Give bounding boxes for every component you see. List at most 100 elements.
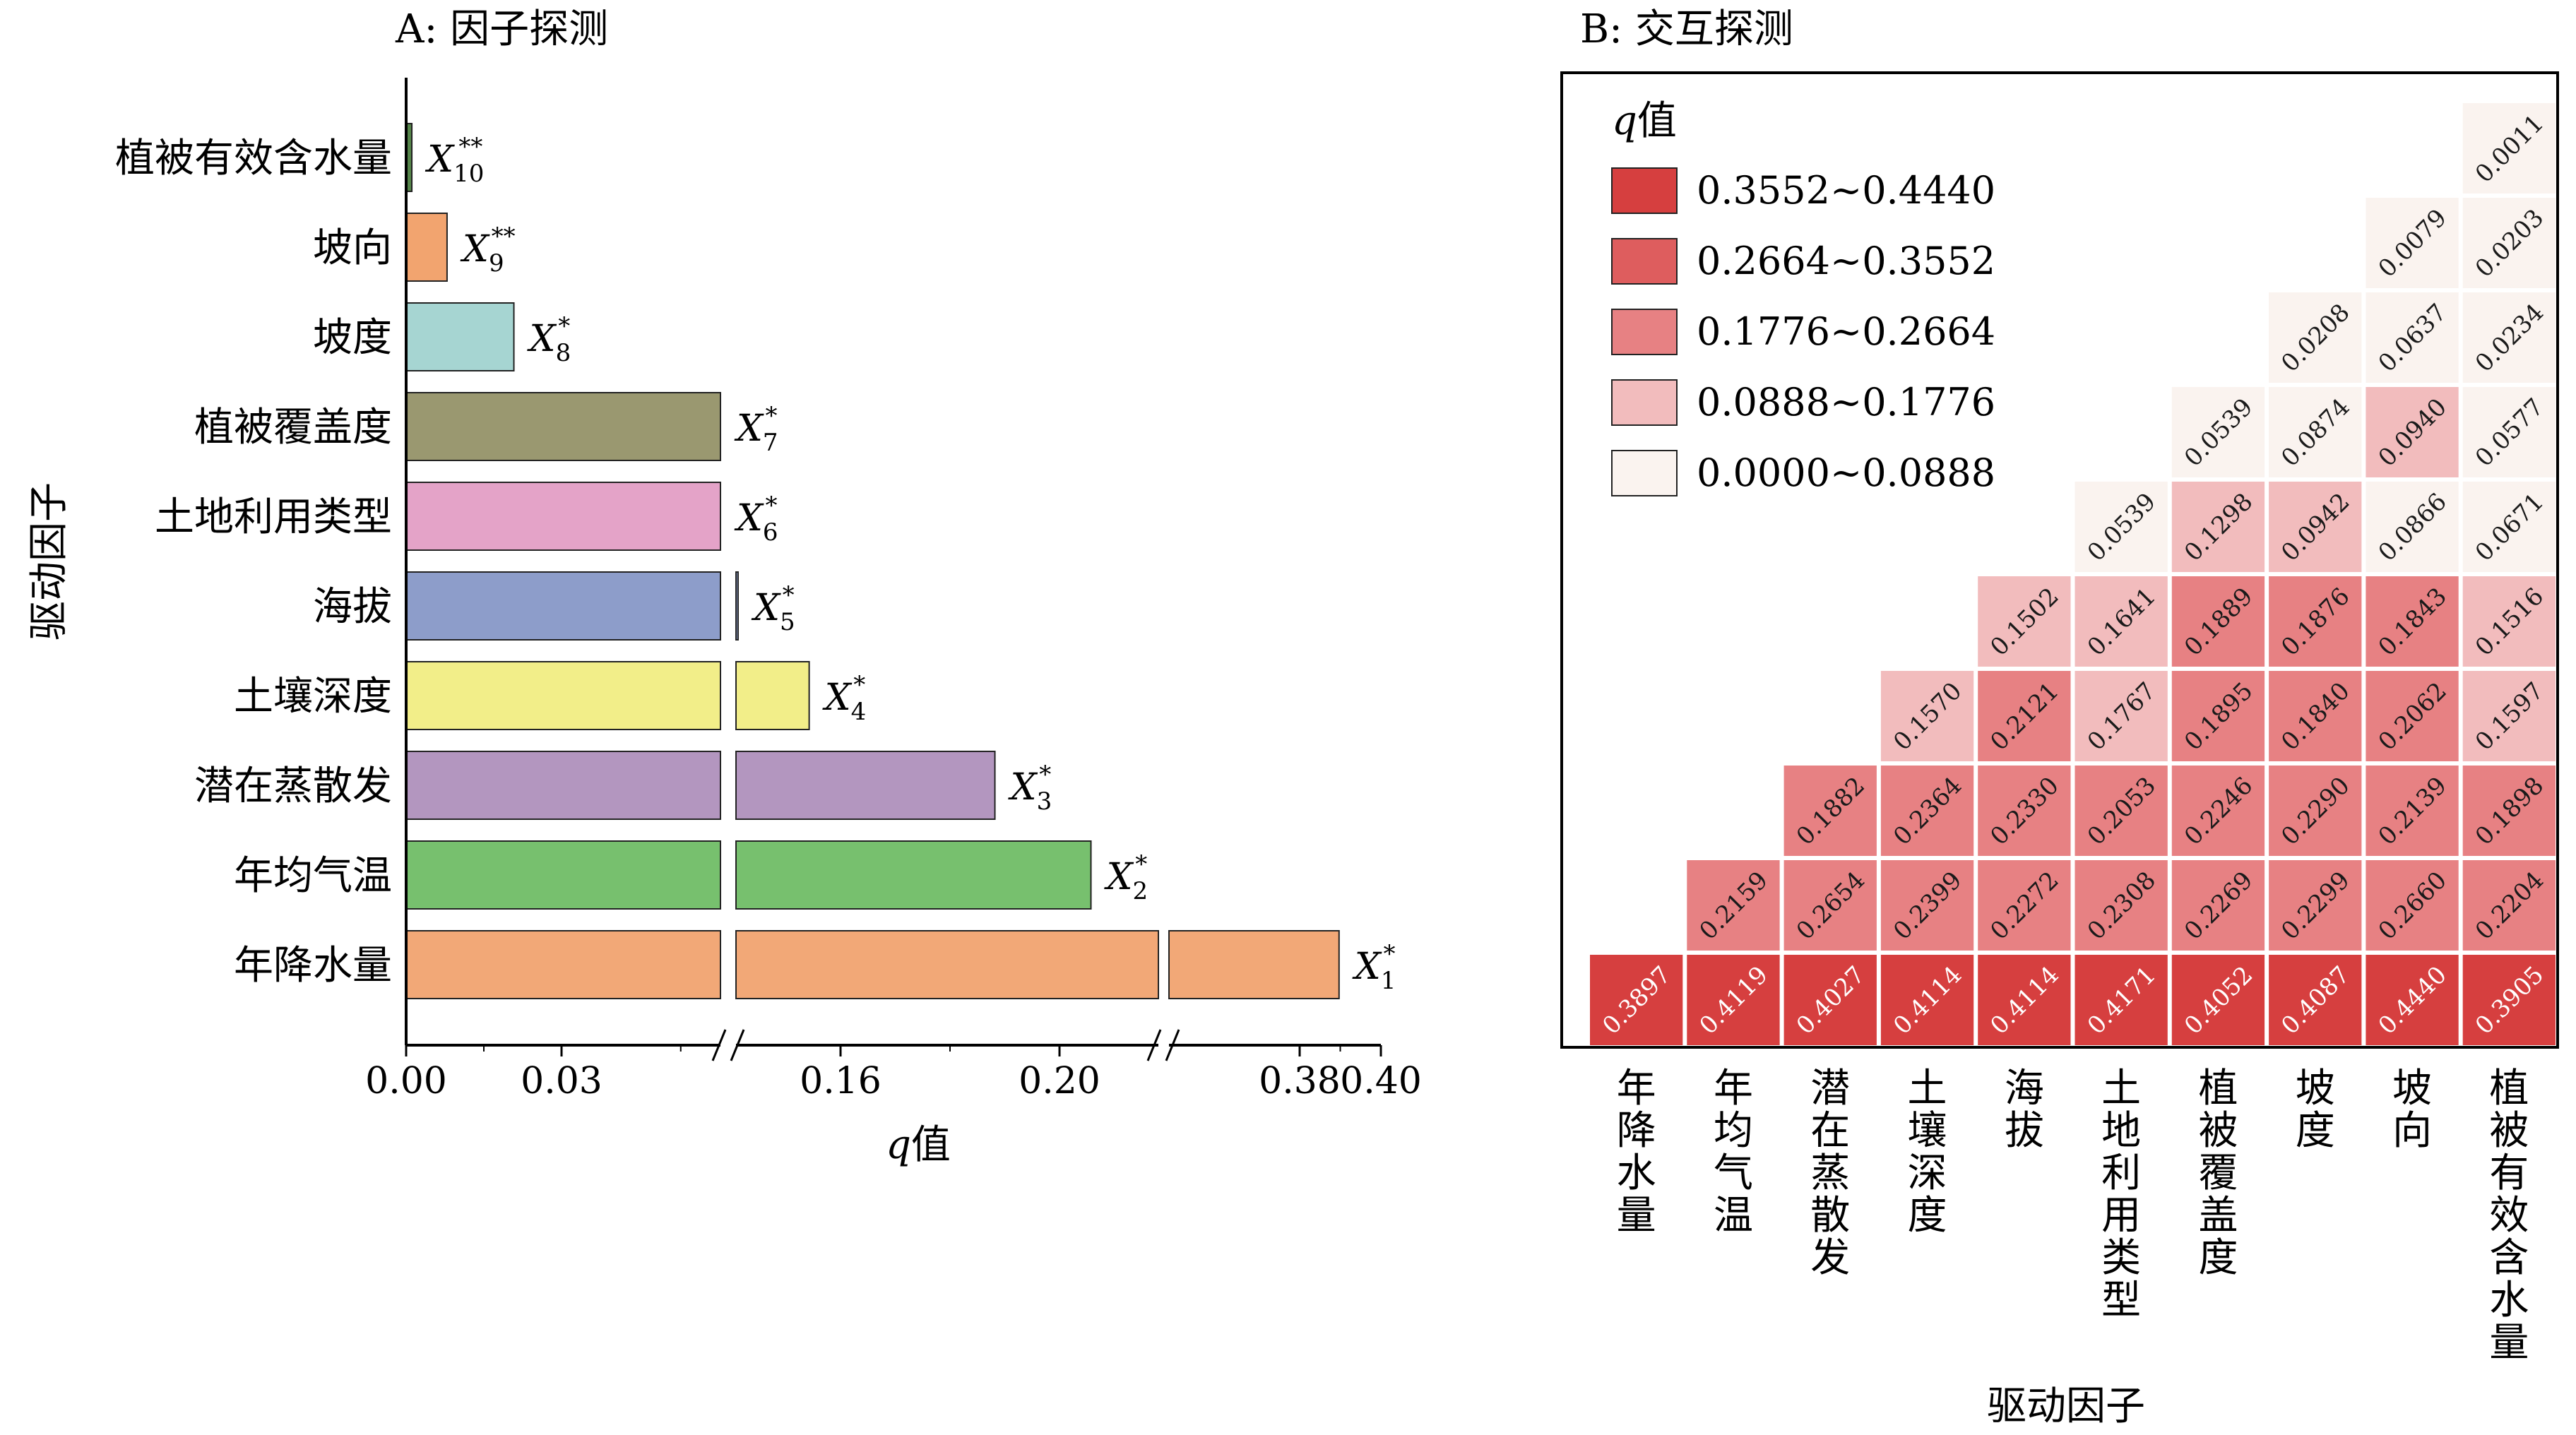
heatmap-x-label-char: 散 [1810,1193,1850,1239]
heatmap-x-label: 年降水量 [1617,1066,1656,1239]
heatmap-cell [2366,576,2459,667]
heatmap-x-labels: 年降水量年均气温潜在蒸散发土壤深度海拔土地利用类型植被覆盖度坡度坡向植被有效含水… [1617,1066,2529,1366]
heatmap-cell [2462,292,2556,383]
chart-a-xlabel-q: q [886,1122,911,1168]
factor-detection-chart: A: 因子探测 驱动因子 q值 植被有效含水量 X10**坡向 X9**坡度 X8*植… [26,6,1422,1168]
bars-group: 植被有效含水量 X10**坡向 X9**坡度 X8*植被覆盖度 X7*土地利用类型 X6*… [115,123,1396,999]
heatmap-cell [2075,766,2168,856]
heatmap-cell [1880,860,1974,951]
bar-label-base: X [734,497,764,540]
heatmap-x-label-char: 量 [1617,1193,1656,1239]
chart-a-axes: 0.00 0.03 0.16 0.20 0.38 0.40 [365,78,1422,1102]
heatmap-x-label-char: 含 [2489,1235,2529,1281]
bar-label-sup: * [853,671,865,699]
heatmap-x-label-char: 利 [2101,1150,2141,1196]
heatmap-cell [2269,955,2362,1045]
bar-value-label: X2* [1104,850,1148,905]
heatmap-cell [2366,292,2459,383]
bar-label-sub: 6 [763,518,778,547]
y-tick-label: 植被有效含水量 [115,136,392,181]
bar [1168,930,1340,999]
heatmap-x-label-char: 覆 [2198,1150,2238,1196]
legend-swatch [1611,379,1678,426]
bar-label-base: X [1352,946,1382,988]
heatmap-x-label-char: 度 [2198,1235,2238,1281]
legend-swatch [1611,167,1678,214]
heatmap-cell [2171,671,2265,761]
heatmap-x-label-char: 用 [2101,1193,2141,1239]
heatmap-x-label: 土壤深度 [1908,1066,1947,1239]
bar-label-sup: * [783,581,795,609]
chart-a-title: A: 因子探测 [395,6,608,52]
bar [405,213,448,282]
x-tick-label: 0.03 [521,1060,603,1102]
heatmap-x-label: 植被有效含水量 [2489,1066,2529,1366]
bar [735,751,996,820]
heatmap-cell [2171,766,2265,856]
heatmap-cell [2075,482,2168,572]
heatmap-x-label-char: 量 [2489,1320,2529,1366]
legend-title-q: q [1612,98,1637,144]
heatmap-x-label-char: 发 [1810,1235,1850,1281]
heatmap-cell [1687,955,1780,1045]
bar-value-label: X8* [527,312,571,367]
x-tick-label: 0.40 [1340,1060,1422,1102]
heatmap-cell [2462,766,2556,856]
heatmap-cell [2462,198,2556,288]
bar [735,930,1159,999]
heatmap-x-label-char: 土 [2101,1066,2141,1112]
legend-item-label: 0.3552~0.4440 [1697,168,1995,213]
heatmap-cell [1978,671,2071,761]
heatmap-cell [2366,671,2459,761]
bar-label-sub: 7 [763,429,778,457]
bar-label-base: X [425,138,455,181]
heatmap-cell [2269,482,2362,572]
heatmap-cell [2366,387,2459,477]
heatmap-cell [2366,955,2459,1045]
bar-label-sub: 5 [780,608,795,636]
y-tick-label: 年降水量 [234,943,392,989]
heatmap-cell [1590,955,1683,1045]
y-tick-label: 土地利用类型 [155,494,392,540]
heatmap-x-label-char: 气 [1714,1150,1753,1196]
heatmap-cell [1783,766,1877,856]
axis-break-mark [711,1029,727,1061]
heatmap-x-label-char: 被 [2489,1108,2529,1154]
bar-label-sup: * [1135,850,1147,879]
heatmap-cell [1978,860,2071,951]
legend: q值 0.3552~0.4440 0.2664~0.3552 0.1776~0.26… [1611,98,1995,496]
bar [405,661,721,730]
heatmap-x-label-char: 度 [1908,1193,1947,1239]
bar [405,571,721,641]
legend-title: q值 [1612,98,1677,144]
legend-item-label: 0.0888~0.1776 [1697,380,1995,424]
heatmap-cell [2171,576,2265,667]
heatmap-x-label-char: 温 [1714,1193,1753,1239]
heatmap-cell [1880,955,1974,1045]
heatmap-cell [2366,860,2459,951]
bar-label-base: X [1008,766,1038,809]
bar-label-sub: 3 [1037,787,1052,816]
heatmap-cells: 0.3897 0.4119 0.4027 0.4114 0.4114 0.4171 0.40… [1590,103,2556,1045]
axis-break-mark [730,1029,745,1061]
bar-label-base: X [734,407,764,450]
heatmap-x-label-char: 类 [2101,1235,2141,1281]
heatmap-cell [2269,292,2362,383]
heatmap-cell [2075,955,2168,1045]
heatmap-cell [2462,955,2556,1045]
heatmap-cell [1978,955,2071,1045]
heatmap-x-label-char: 型 [2101,1278,2141,1323]
heatmap-x-label-char: 年 [1714,1066,1753,1112]
bar-label-sub: 2 [1133,877,1148,905]
heatmap-cell [2366,198,2459,288]
y-tick-label: 土壤深度 [234,674,392,720]
heatmap-cell [2462,671,2556,761]
heatmap-cell [2462,860,2556,951]
heatmap-cell [2171,387,2265,477]
bar-label-sup: ** [458,133,482,161]
x-tick-label: 0.38 [1259,1060,1341,1102]
bar [405,302,515,371]
bar-label-sup: ** [492,222,516,251]
y-tick-label: 年均气温 [234,853,392,899]
